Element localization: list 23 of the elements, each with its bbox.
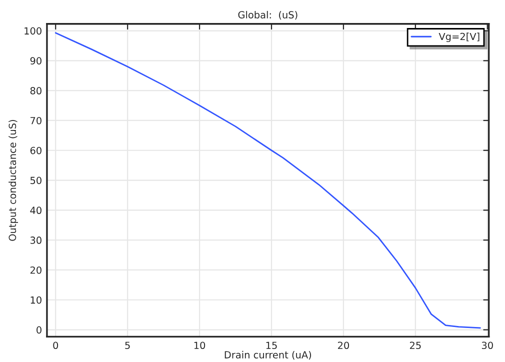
y-tick-label: 30 xyxy=(30,236,42,244)
x-tick-label: 30 xyxy=(482,342,493,350)
y-tick-label: 60 xyxy=(30,146,42,154)
x-axis-title: Drain current (uA) xyxy=(224,350,312,360)
y-tick-label: 40 xyxy=(30,206,42,214)
y-tick-label: 20 xyxy=(30,266,42,274)
y-tick-label: 10 xyxy=(30,296,42,304)
x-tick-label: 10 xyxy=(194,342,206,350)
line-series xyxy=(54,32,481,329)
y-tick-label: 50 xyxy=(30,176,42,184)
legend-label: Vg=2[V] xyxy=(438,32,480,42)
x-tick-label: 15 xyxy=(266,342,277,350)
x-tick-label: 25 xyxy=(410,342,421,350)
x-tick-label: 20 xyxy=(338,342,350,350)
y-axis-title: Output conductance (uS) xyxy=(8,120,18,241)
x-tick-label: 5 xyxy=(125,342,130,350)
y-tick-label: 0 xyxy=(36,326,42,334)
y-tick-label: 100 xyxy=(24,27,42,35)
y-tick-label: 80 xyxy=(30,87,42,94)
chart-title: Global: (uS) xyxy=(238,10,298,20)
x-tick-label: 0 xyxy=(53,342,58,350)
y-tick-label: 90 xyxy=(30,57,42,65)
y-tick-label: 70 xyxy=(30,116,42,124)
